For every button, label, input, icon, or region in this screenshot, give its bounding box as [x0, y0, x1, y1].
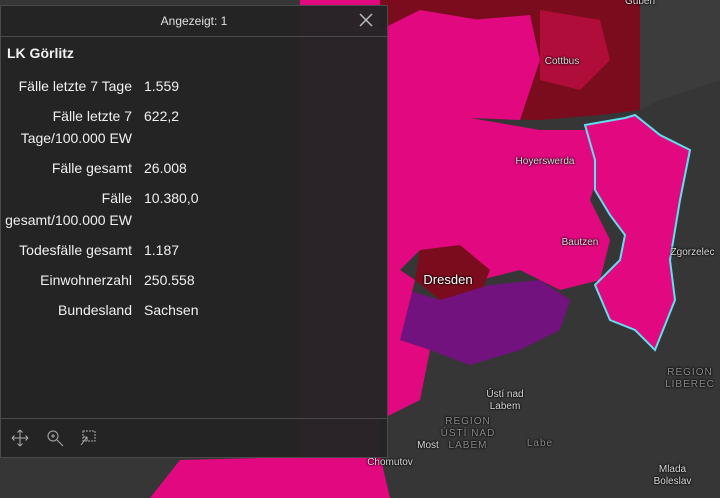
- field-value: 1.559: [144, 78, 180, 94]
- field-row: Einwohnerzahl 250.558: [1, 265, 199, 295]
- popup-footer: [1, 418, 387, 457]
- field-value: Sachsen: [144, 302, 199, 318]
- field-table: Fälle letzte 7 Tage 1.559 Fälle letzte 7 T…: [1, 71, 199, 325]
- pan-button[interactable]: [11, 429, 29, 447]
- map-label: Mlada Boleslav: [653, 464, 692, 487]
- field-row: Fälle letzte 7 Tage/100.000 EW 622,2: [1, 101, 199, 153]
- map-label: Bautzen: [561, 237, 599, 248]
- popup: Angezeigt: 1 LK Görlitz Fälle letzte 7 T…: [0, 5, 388, 458]
- field-row: Fälle gesamt/100.000 EW 10.380,0: [1, 183, 199, 235]
- field-row: Todesfälle gesamt 1.187: [1, 235, 199, 265]
- field-label: Einwohnerzahl: [40, 272, 132, 288]
- field-label: Todesfälle gesamt: [19, 242, 132, 258]
- map-label: Guben: [624, 0, 656, 7]
- field-row: Fälle letzte 7 Tage 1.559: [1, 71, 199, 101]
- map-label: Most: [417, 440, 439, 451]
- map-label: REGION LIBEREC: [665, 367, 715, 390]
- map-label: Dresden: [423, 272, 473, 287]
- map-label: Cottbus: [544, 56, 580, 67]
- map-label: Chomutov: [367, 457, 413, 468]
- field-value: 250.558: [144, 272, 195, 288]
- field-value: 1.187: [144, 242, 180, 258]
- field-row: Fälle gesamt 26.008: [1, 153, 199, 183]
- map-label: Labe: [526, 438, 554, 449]
- map-label: Zgorzelec: [670, 247, 715, 258]
- field-label: Fälle letzte 7 Tage/100.000 EW: [20, 108, 132, 146]
- popup-title: LK Görlitz: [7, 45, 74, 61]
- zoom-button[interactable]: [46, 429, 64, 447]
- field-row: Bundesland Sachsen: [1, 295, 199, 325]
- close-button[interactable]: [357, 11, 375, 29]
- field-label: Fälle letzte 7 Tage: [18, 78, 132, 94]
- popup-count: Angezeigt: 1: [160, 14, 228, 28]
- field-value: 622,2: [144, 108, 180, 124]
- map-label: REGION ÚSTÍ NAD LABEM: [440, 416, 496, 451]
- field-label: Fälle gesamt/100.000 EW: [5, 190, 132, 228]
- popup-header: Angezeigt: 1: [1, 6, 387, 37]
- field-value: 10.380,0: [144, 190, 199, 206]
- map-label: Hoyerswerda: [515, 156, 575, 167]
- select-button[interactable]: [79, 429, 97, 447]
- field-value: 26.008: [144, 160, 187, 176]
- field-label: Bundesland: [58, 302, 132, 318]
- field-label: Fälle gesamt: [51, 160, 132, 176]
- map-label: Ústí nad Labem: [486, 389, 524, 412]
